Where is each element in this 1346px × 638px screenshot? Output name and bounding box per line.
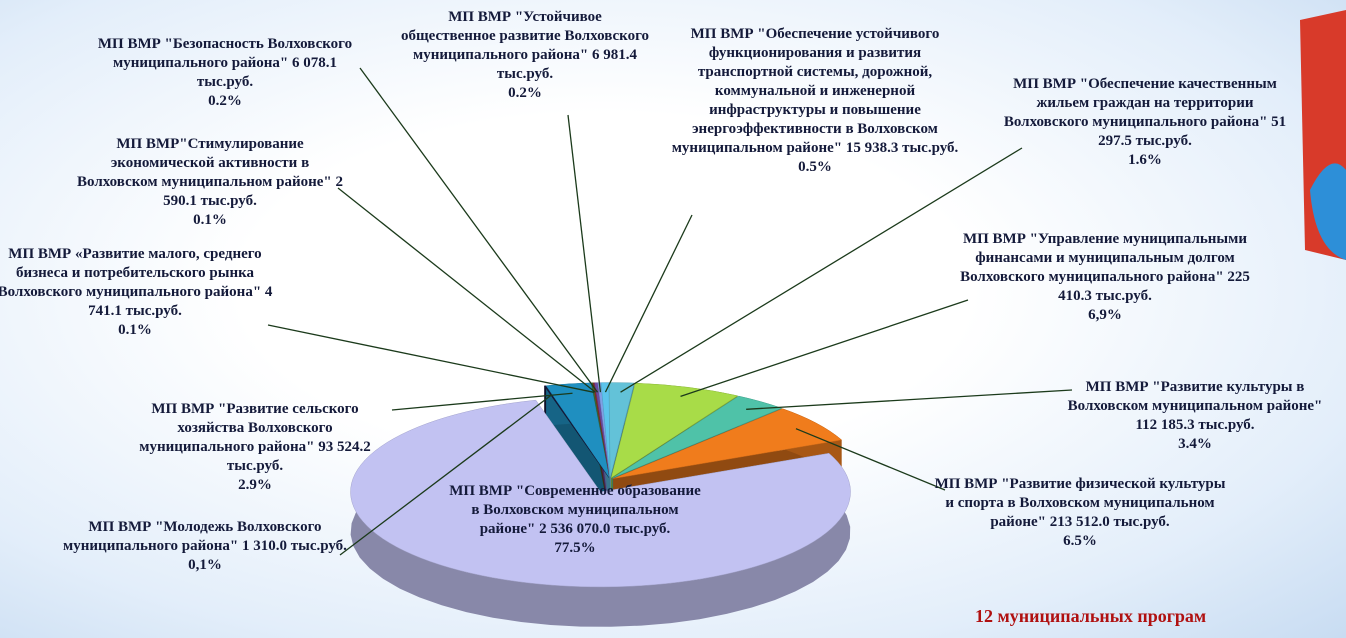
decor — [1300, 10, 1346, 260]
leader-line — [605, 215, 692, 392]
slice-label: МП ВМР "Развитие сельского хозяйства Вол… — [120, 400, 390, 495]
label-percent: 3.4% — [1178, 436, 1212, 452]
slice-label: МП ВМР "Безопасность Волховского муницип… — [85, 35, 365, 111]
label-percent: 6.5% — [1063, 533, 1097, 549]
label-percent: 77.5% — [554, 540, 595, 556]
label-amount: 2 536 070.0 тыс.руб. — [539, 521, 670, 537]
label-percent: 0.1% — [118, 322, 152, 338]
label-percent: 1.6% — [1128, 152, 1162, 168]
label-name: МП ВМР "Развитие культуры в Волховском м… — [1068, 379, 1323, 414]
label-percent: 0.1% — [193, 212, 227, 228]
leader-line — [268, 325, 594, 392]
leader-line — [568, 115, 600, 392]
leader-line — [338, 188, 595, 392]
slice-label: МП ВМР "Современное образование в Волхов… — [445, 482, 705, 558]
label-name: МП ВМР "Обеспечение качественным жильем … — [1004, 76, 1277, 130]
slice-label: МП ВМР "Молодежь Волховского муниципальн… — [60, 518, 350, 575]
label-percent: 6,9% — [1088, 307, 1122, 323]
label-percent: 0,1% — [188, 557, 222, 573]
label-amount: 112 185.3 тыс.руб. — [1135, 417, 1254, 433]
slide: 12 муниципальных програм МП ВМР "Молодеж… — [0, 0, 1346, 638]
label-amount: 213 512.0 тыс.руб. — [1050, 514, 1170, 530]
slice-label: МП ВМР "Обеспечение качественным жильем … — [1000, 75, 1290, 170]
leader-line — [360, 68, 598, 392]
slice-label: МП ВМР"Стимулирование экономической акти… — [75, 135, 345, 230]
leader-line — [746, 390, 1072, 409]
label-name: МП ВМР "Обеспечение устойчивого функцион… — [672, 26, 940, 156]
leader-line — [681, 300, 968, 396]
slice-label: МП ВМР "Устойчивое общественное развитие… — [400, 8, 650, 103]
footnote: 12 муниципальных програм — [975, 606, 1206, 627]
slice-label: МП ВМР «Развитие малого, среднего бизнес… — [0, 245, 275, 340]
label-percent: 0.2% — [208, 93, 242, 109]
slice-label: МП ВМР "Развитие культуры в Волховском м… — [1055, 378, 1335, 454]
label-percent: 0.2% — [508, 85, 542, 101]
label-name: МП ВМР"Стимулирование экономической акти… — [77, 136, 332, 190]
slice-label: МП ВМР "Развитие физической культуры и с… — [930, 475, 1230, 551]
label-amount: 15 938.3 тыс.руб. — [846, 140, 958, 156]
slice-label: МП ВМР "Управление муниципальными финанс… — [960, 230, 1250, 325]
label-percent: 2.9% — [238, 477, 272, 493]
label-name: МП ВМР "Управление муниципальными финанс… — [960, 231, 1247, 285]
label-percent: 0.5% — [798, 159, 832, 175]
label-name: МП ВМР «Развитие малого, среднего бизнес… — [0, 246, 262, 300]
slice-label: МП ВМР "Обеспечение устойчивого функцион… — [665, 25, 965, 177]
label-amount: 1 310.0 тыс.руб. — [242, 538, 347, 554]
